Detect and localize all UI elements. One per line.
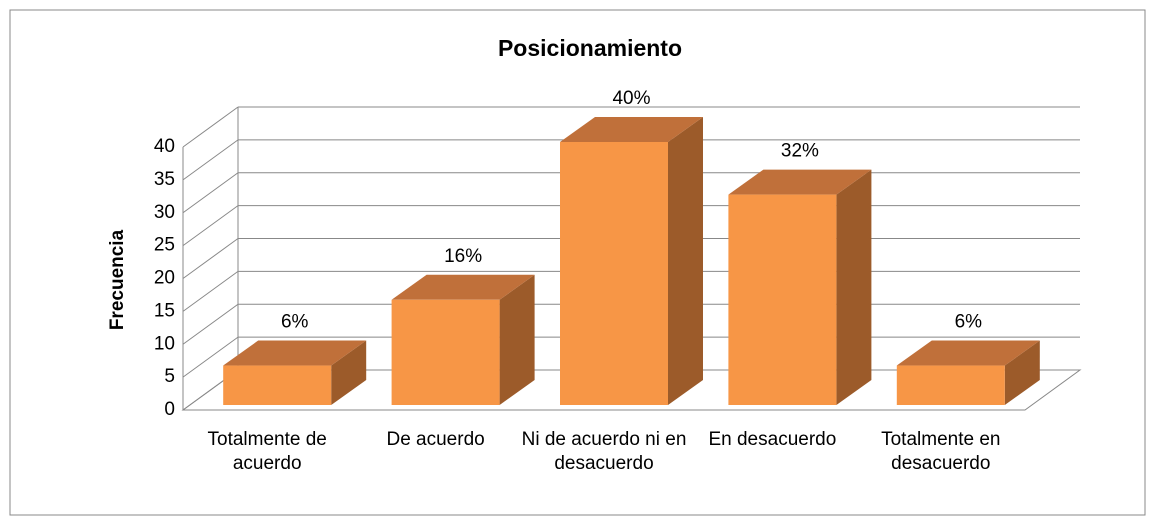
y-tick-label: 0 <box>164 399 175 420</box>
value-label: 40% <box>612 88 650 109</box>
grid-line-side <box>182 303 239 345</box>
x-tick-label: Totalmente de acuerdo <box>207 429 327 474</box>
bar-side <box>1004 340 1040 405</box>
bar <box>223 365 332 405</box>
bar-top <box>896 340 1040 366</box>
bar <box>560 142 668 405</box>
grid-line-side <box>182 172 239 214</box>
bar-top <box>560 117 703 142</box>
y-axis-label: Frecuencia <box>107 229 128 330</box>
bar <box>728 194 837 405</box>
bar-top <box>391 274 535 300</box>
grid-line-side <box>182 238 239 279</box>
value-label: 6% <box>281 312 309 333</box>
grid-line-side <box>182 270 239 312</box>
y-tick-label: 40 <box>154 136 175 157</box>
y-tick-label: 20 <box>154 268 175 289</box>
value-label: 6% <box>955 312 983 333</box>
bar-side <box>331 340 367 405</box>
chart-title: Posicionamiento <box>498 35 682 61</box>
x-tick-label: Totalmente en desacuerdo <box>881 429 1001 474</box>
value-label: 16% <box>444 246 482 267</box>
y-tick-label: 10 <box>154 333 175 354</box>
bar-side <box>668 117 703 405</box>
value-label: 32% <box>781 141 819 162</box>
bar-side <box>836 169 872 405</box>
y-tick-label: 30 <box>154 202 175 223</box>
grid-line-side <box>182 336 239 378</box>
bar-side <box>499 274 535 405</box>
x-tick-label: De acuerdo <box>386 429 485 450</box>
bar-top <box>223 340 367 366</box>
y-tick-label: 25 <box>154 235 175 256</box>
bar <box>391 299 500 405</box>
bar-top <box>728 169 872 195</box>
bar <box>896 365 1005 405</box>
y-tick-label: 5 <box>164 366 175 387</box>
y-tick-label: 35 <box>154 169 175 190</box>
grid-line-side <box>182 106 239 148</box>
grid-line-side <box>182 139 239 181</box>
grid-line-side <box>182 205 239 247</box>
x-tick-label: En desacuerdo <box>708 429 837 450</box>
y-tick-label: 15 <box>154 300 175 321</box>
x-tick-label: Ni de acuerdo ni en desacuerdo <box>521 429 687 474</box>
